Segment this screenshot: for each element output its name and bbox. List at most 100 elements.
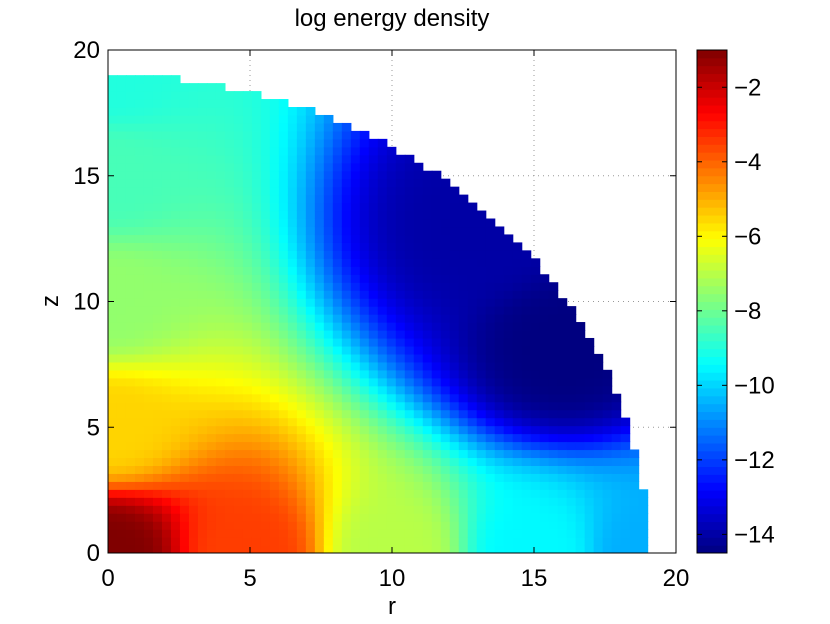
heatmap-cell [413, 537, 424, 546]
heatmap-cell [449, 202, 460, 212]
heatmap-cell [449, 465, 460, 474]
heatmap-cell [161, 226, 172, 236]
heatmap-cell [332, 186, 343, 196]
heatmap-cell [152, 337, 163, 347]
heatmap-cell [323, 473, 334, 482]
heatmap-cell [548, 369, 559, 379]
heatmap-cell [476, 449, 487, 459]
heatmap-cell [278, 513, 289, 522]
heatmap-cell [368, 441, 379, 451]
heatmap-cell [170, 521, 181, 530]
heatmap-cell [485, 330, 496, 339]
heatmap-cell [521, 361, 532, 371]
heatmap-cell [341, 409, 352, 419]
heatmap-cell [179, 481, 190, 490]
heatmap-cell [341, 529, 352, 538]
heatmap-cell [116, 234, 127, 243]
heatmap-cell [116, 473, 127, 482]
heatmap-cell [539, 353, 550, 363]
heatmap-cell [494, 505, 505, 514]
heatmap-cell [152, 146, 163, 156]
heatmap-cell [134, 337, 145, 347]
heatmap-cell [485, 234, 496, 243]
heatmap-cell [602, 385, 613, 395]
heatmap-cell [593, 417, 604, 427]
heatmap-cell [134, 242, 145, 251]
heatmap-cell [476, 473, 487, 482]
heatmap-cell [368, 385, 379, 395]
heatmap-cell [287, 154, 298, 164]
colorbar-tick-label: −6 [734, 223, 761, 250]
heatmap-cell [206, 521, 217, 530]
heatmap-cell [251, 226, 262, 236]
heatmap-cell [323, 234, 334, 243]
heatmap-cell [251, 345, 262, 355]
heatmap-cell [278, 194, 289, 204]
heatmap-cell [161, 505, 172, 514]
heatmap-cell [170, 481, 181, 490]
heatmap-cell [620, 505, 631, 514]
heatmap-cell [332, 210, 343, 220]
heatmap-cell [260, 393, 271, 403]
heatmap-cell [584, 513, 595, 522]
heatmap-cell [350, 457, 361, 466]
heatmap-cell [296, 258, 307, 267]
heatmap-cell [368, 210, 379, 220]
heatmap-cell [521, 330, 532, 339]
heatmap-cell [566, 361, 577, 371]
heatmap-cell [206, 186, 217, 196]
heatmap-cell [179, 138, 190, 148]
heatmap-cell [395, 194, 406, 204]
heatmap-cell [521, 258, 532, 267]
heatmap-cell [269, 250, 280, 259]
heatmap-cell [467, 210, 478, 220]
heatmap-cell [431, 369, 442, 379]
heatmap-cell [467, 449, 478, 459]
heatmap-cell [323, 330, 334, 339]
heatmap-cell [521, 314, 532, 323]
heatmap-cell [413, 178, 424, 188]
heatmap-cell [404, 409, 415, 419]
heatmap-cell [215, 114, 226, 124]
heatmap-cell [224, 99, 235, 108]
heatmap-cell [476, 489, 487, 498]
heatmap-cell [422, 322, 433, 331]
heatmap-cell [341, 274, 352, 283]
heatmap-cell [413, 274, 424, 283]
heatmap-cell [233, 489, 244, 498]
heatmap-cell [233, 385, 244, 395]
heatmap-cell [593, 465, 604, 474]
heatmap-cell [134, 186, 145, 196]
heatmap-cell [413, 242, 424, 251]
heatmap-cell [584, 465, 595, 474]
heatmap-cell [242, 314, 253, 323]
heatmap-cell [233, 513, 244, 522]
heatmap-cell [251, 465, 262, 474]
heatmap-cell [134, 210, 145, 220]
heatmap-cell [188, 481, 199, 490]
heatmap-cell [440, 409, 451, 419]
heatmap-cell [108, 154, 118, 164]
heatmap-cell [215, 202, 226, 212]
heatmap-cell [269, 314, 280, 323]
heatmap-cell [224, 465, 235, 474]
heatmap-cell [108, 537, 118, 546]
heatmap-cell [404, 337, 415, 347]
heatmap-cell [143, 361, 154, 371]
heatmap-cell [359, 274, 370, 283]
heatmap-cell [458, 449, 469, 459]
heatmap-cell [206, 417, 217, 427]
heatmap-cell [593, 369, 604, 379]
heatmap-cell [350, 242, 361, 251]
heatmap-cell [161, 146, 172, 156]
heatmap-cell [503, 353, 514, 363]
heatmap-cell [440, 282, 451, 291]
heatmap-cell [179, 146, 190, 156]
heatmap-cell [152, 290, 163, 299]
heatmap-cell [224, 234, 235, 243]
heatmap-cell [548, 314, 559, 323]
heatmap-cell [440, 489, 451, 498]
colorbar-band [697, 175, 727, 185]
heatmap-cell [116, 107, 127, 116]
heatmap-cell [161, 194, 172, 204]
